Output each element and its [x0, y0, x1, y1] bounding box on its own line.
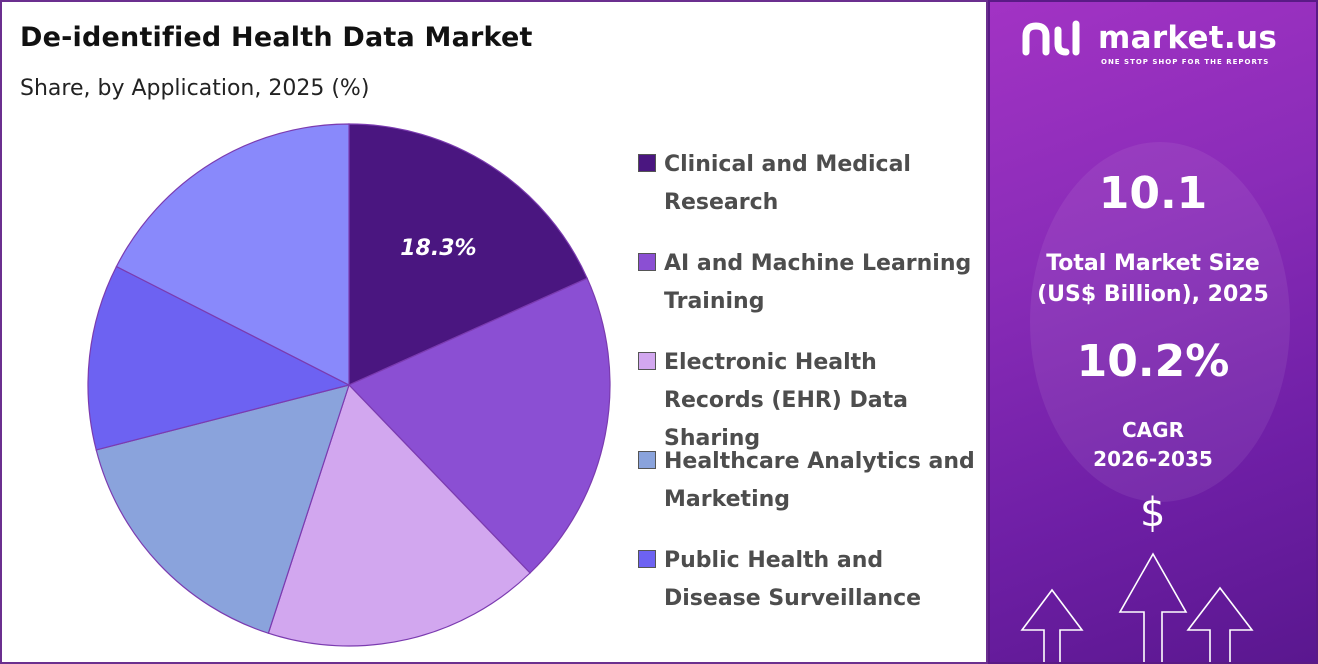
market-size-label: Total Market Size (US$ Billion), 2025: [990, 248, 1316, 310]
pie-slice-4: [87, 265, 351, 451]
legend-swatch-1: [638, 253, 656, 271]
market-size-value: 10.1: [1098, 168, 1208, 219]
cagr-label: CAGR 2026-2035: [990, 416, 1316, 474]
growth-arrows-icon: [1020, 552, 1254, 662]
legend-label-4: Public Health and Disease Surveillance: [664, 548, 922, 611]
brand-name: market.us: [1098, 20, 1278, 56]
market-us-logo-icon: [1022, 20, 1080, 56]
chart-title: De-identified Health Data Market: [20, 22, 533, 53]
cagr-value: 10.2%: [1076, 336, 1230, 387]
pie-slice-5: [115, 123, 350, 386]
background-glow: [1030, 142, 1290, 502]
dollar-icon: $: [1140, 490, 1166, 536]
legend-label-3: Healthcare Analytics and Marketing: [664, 449, 975, 512]
cagr-label-line1: CAGR: [1122, 418, 1184, 442]
legend-label-1: AI and Machine Learning Training: [664, 251, 972, 314]
cagr-label-line2: 2026-2035: [1093, 447, 1213, 471]
market-size-label-line2: (US$ Billion), 2025: [1037, 282, 1269, 307]
pie-slice-1: [347, 277, 611, 574]
pie-data-labels: 18.3%: [400, 236, 476, 261]
legend-swatch-3: [638, 451, 656, 469]
chart-subtitle: Share, by Application, 2025 (%): [20, 76, 370, 101]
info-panel: market.us ONE STOP SHOP FOR THE REPORTS …: [988, 0, 1318, 664]
pie-slice-0: [348, 123, 589, 386]
pie-slice-3: [95, 384, 350, 634]
legend-label-0: Clinical and Medical Research: [664, 152, 911, 215]
legend-swatch-0: [638, 154, 656, 172]
pie-chart: 18.3%: [87, 123, 611, 647]
brand-logo: market.us ONE STOP SHOP FOR THE REPORTS: [1020, 18, 1300, 68]
legend-label-2: Electronic Health Records (EHR) Data Sha…: [664, 350, 908, 451]
brand-tagline: ONE STOP SHOP FOR THE REPORTS: [1101, 58, 1270, 66]
pie-slices: [87, 123, 611, 647]
chart-panel: De-identified Health Data Market Share, …: [0, 0, 988, 664]
pie-data-label-0: 18.3%: [400, 236, 476, 261]
pie-slice-2: [267, 383, 531, 647]
legend-swatch-4: [638, 550, 656, 568]
market-size-label-line1: Total Market Size: [1046, 251, 1260, 276]
legend-swatch-2: [638, 352, 656, 370]
